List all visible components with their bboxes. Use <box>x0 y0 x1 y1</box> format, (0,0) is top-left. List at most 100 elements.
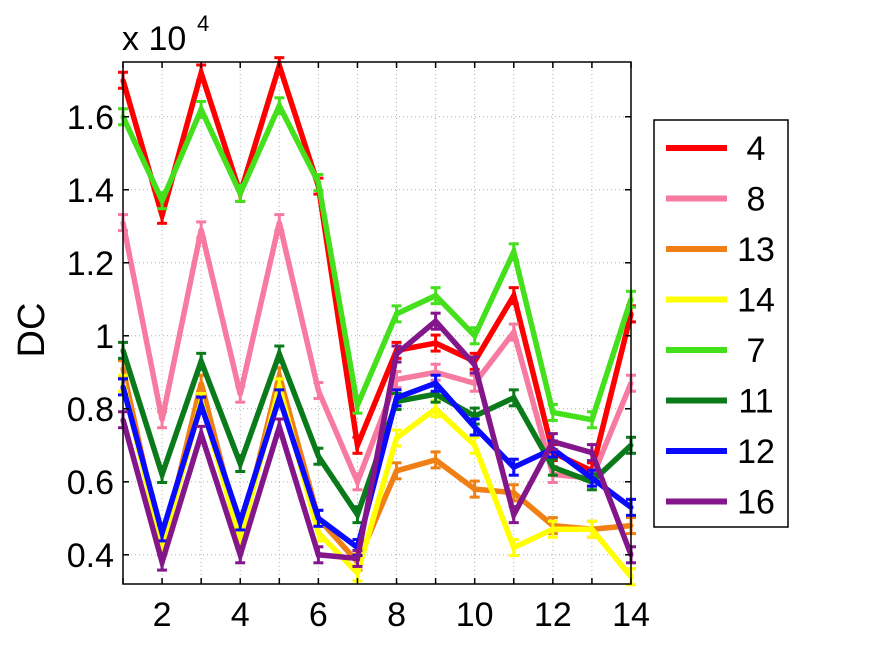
series-line-13 <box>120 364 632 568</box>
legend-box <box>653 119 789 528</box>
legend-label: 13 <box>737 231 775 269</box>
axes-frame <box>122 61 632 585</box>
data-point <box>511 512 517 518</box>
data-point <box>315 388 321 394</box>
legend-item-13: 13 <box>666 231 775 269</box>
x-tick-label: 10 <box>456 596 494 634</box>
data-point <box>276 220 282 226</box>
data-point <box>511 464 517 470</box>
data-point <box>159 559 165 565</box>
series-line-16 <box>120 317 634 572</box>
data-point <box>276 103 282 109</box>
data-point <box>354 555 360 561</box>
legend-item-16: 16 <box>666 484 775 522</box>
data-point <box>511 249 517 255</box>
data-point <box>550 439 556 445</box>
data-point <box>394 435 400 441</box>
data-point <box>315 530 321 536</box>
data-point <box>433 380 439 386</box>
data-point <box>589 475 595 481</box>
data-point <box>276 424 282 430</box>
legend-label: 12 <box>737 433 775 471</box>
y-tick-label: 1.2 <box>67 245 114 283</box>
data-point <box>550 526 556 532</box>
data-point <box>472 486 478 492</box>
legend-label: 14 <box>737 282 775 320</box>
data-point <box>159 530 165 536</box>
data-point <box>198 380 204 386</box>
data-point <box>394 395 400 401</box>
data-point <box>198 402 204 408</box>
data-point <box>354 570 360 576</box>
legend-item-8: 8 <box>666 181 765 219</box>
y-tick-label: 1.6 <box>67 99 114 137</box>
data-point <box>198 70 204 76</box>
data-point <box>511 293 517 299</box>
legend-label: 8 <box>747 181 766 219</box>
data-point <box>472 442 478 448</box>
data-point <box>198 431 204 437</box>
data-point <box>276 384 282 390</box>
data-point <box>315 179 321 185</box>
data-point <box>315 453 321 459</box>
ticks: 2 4 6 8 10 12 14 0.4 0.6 0.8 1 1.2 1.4 1.6 <box>67 62 650 634</box>
data-point <box>472 380 478 386</box>
legend-label: 11 <box>738 383 773 421</box>
data-point <box>276 373 282 379</box>
y-axis-label: DC <box>11 303 53 358</box>
data-point <box>511 490 517 496</box>
x-tick-label: 2 <box>153 596 172 634</box>
data-point <box>589 450 595 456</box>
legend: 4 8 13 14 7 11 12 16 <box>653 119 789 528</box>
data-point <box>354 479 360 485</box>
data-point <box>159 471 165 477</box>
data-point <box>394 377 400 383</box>
data-point <box>159 417 165 423</box>
data-point <box>237 190 243 196</box>
y-tick-label: 0.8 <box>67 391 114 429</box>
data-point <box>198 227 204 233</box>
data-point <box>198 358 204 364</box>
data-point <box>237 519 243 525</box>
series-16 <box>118 311 636 572</box>
data-point <box>433 318 439 324</box>
y-tick-label: 1 <box>95 318 114 356</box>
data-point <box>394 351 400 357</box>
data-point <box>472 362 478 368</box>
data-point <box>511 329 517 335</box>
data-point <box>276 351 282 357</box>
data-point <box>472 333 478 339</box>
data-point <box>237 461 243 467</box>
x-tick-label: 4 <box>231 596 250 634</box>
data-point <box>433 406 439 412</box>
legend-label: 7 <box>747 332 766 370</box>
data-point <box>433 293 439 299</box>
data-point <box>433 340 439 346</box>
data-point <box>550 409 556 415</box>
data-point <box>589 526 595 532</box>
x-tick-label: 14 <box>612 596 650 634</box>
data-point <box>159 198 165 204</box>
legend-item-11: 11 <box>666 383 774 421</box>
data-point <box>198 106 204 112</box>
data-point <box>511 544 517 550</box>
data-point <box>394 468 400 474</box>
x-tick-label: 6 <box>309 596 328 634</box>
data-point <box>433 391 439 397</box>
legend-item-14: 14 <box>666 282 775 320</box>
legend-item-7: 7 <box>666 332 765 370</box>
data-point <box>315 552 321 558</box>
data-point <box>159 212 165 218</box>
data-point <box>237 391 243 397</box>
data-point <box>354 442 360 448</box>
data-point <box>315 515 321 521</box>
y-multiplier-exponent: 4 <box>197 11 209 36</box>
x-tick-label: 8 <box>387 596 406 634</box>
data-point <box>589 417 595 423</box>
data-point <box>511 395 517 401</box>
y-tick-label: 0.4 <box>67 537 114 575</box>
legend-item-4: 4 <box>666 130 765 168</box>
data-point <box>276 395 282 401</box>
series-layer <box>118 56 636 587</box>
